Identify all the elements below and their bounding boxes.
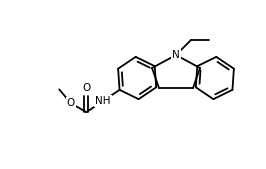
Text: O: O (67, 98, 75, 108)
Text: O: O (82, 83, 90, 93)
Text: NH: NH (95, 96, 111, 106)
Text: N: N (172, 50, 180, 60)
